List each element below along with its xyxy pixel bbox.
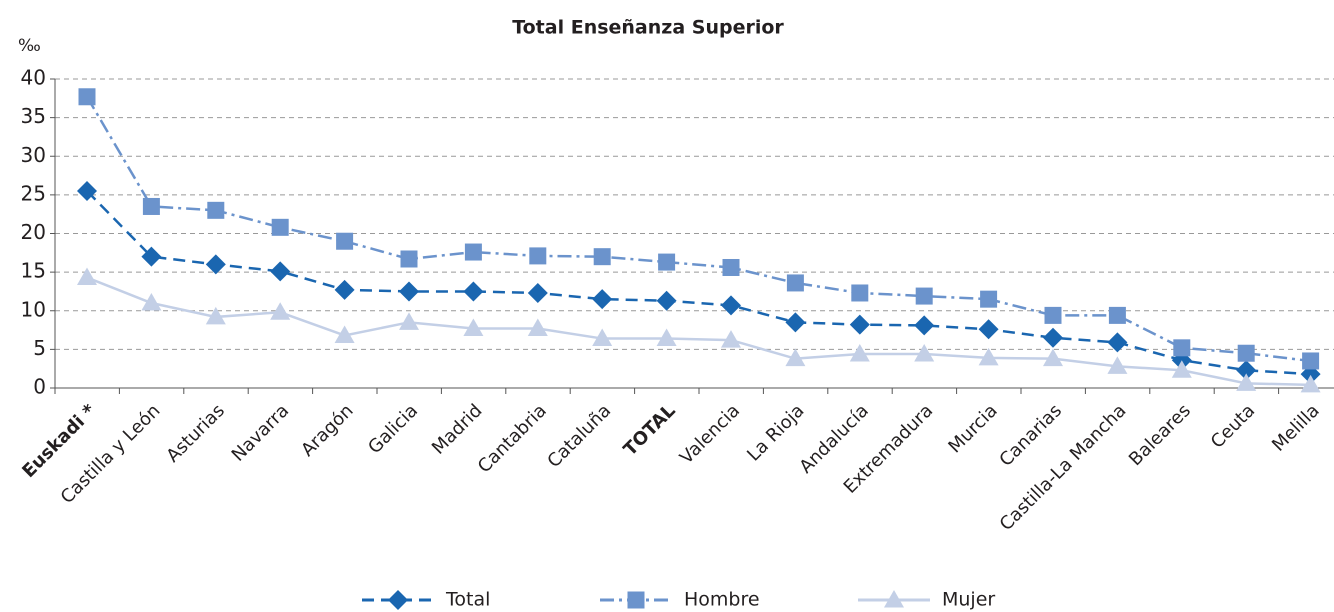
marker	[463, 281, 484, 302]
marker	[978, 319, 999, 340]
marker	[1043, 327, 1063, 348]
x-tick-label: Castilla-La Mancha	[996, 400, 1131, 535]
marker	[399, 281, 419, 302]
marker	[721, 295, 741, 316]
marker	[141, 293, 162, 311]
marker	[915, 287, 933, 305]
marker	[1044, 306, 1062, 324]
y-tick-label: 0	[33, 375, 46, 399]
marker	[658, 253, 676, 271]
marker	[785, 348, 806, 367]
marker	[205, 306, 226, 325]
marker	[980, 290, 998, 308]
marker	[722, 258, 740, 276]
x-tick-label: Murcia	[944, 400, 1001, 457]
legend-label: Hombre	[684, 589, 760, 611]
x-tick-label: Valencia	[676, 400, 744, 468]
marker	[1107, 356, 1128, 374]
series-line	[85, 96, 1311, 363]
x-tick-label: Galicia	[364, 400, 422, 458]
marker	[270, 302, 291, 320]
y-tick-label: 35	[21, 104, 46, 128]
x-tick-label: TOTAL	[620, 400, 680, 460]
marker	[849, 314, 870, 335]
marker	[205, 254, 226, 275]
marker	[593, 248, 611, 266]
y-tick-label: 40	[21, 66, 46, 90]
marker	[1236, 373, 1257, 391]
marker	[399, 312, 419, 330]
marker	[1236, 360, 1257, 381]
marker	[1171, 360, 1192, 378]
marker	[463, 318, 484, 337]
legend-label: Total	[445, 589, 490, 611]
x-tick-label: La Rioja	[743, 400, 808, 465]
marker	[529, 247, 547, 265]
marker	[785, 312, 806, 333]
x-tick-label: Baleares	[1125, 400, 1195, 470]
marker	[884, 590, 904, 608]
x-tick-label: Asturias	[162, 400, 228, 466]
marker	[592, 289, 613, 310]
marker	[78, 88, 96, 106]
marker	[400, 250, 418, 268]
x-tick-label: Cantabria	[474, 400, 551, 477]
marker	[721, 330, 741, 348]
x-tick-label: Melilla	[1268, 400, 1324, 456]
x-tick-label: Navarra	[228, 400, 294, 466]
marker	[1302, 352, 1320, 370]
series-line	[86, 276, 1311, 387]
marker	[334, 325, 355, 343]
legend-label: Mujer	[942, 589, 995, 611]
marker	[336, 232, 354, 250]
marker	[1107, 332, 1128, 353]
y-tick-label: 30	[21, 143, 46, 167]
y-tick-label: 20	[21, 220, 46, 244]
marker	[786, 274, 804, 292]
marker	[627, 591, 645, 609]
y-tick-label: 5	[33, 336, 46, 360]
marker	[849, 344, 870, 362]
x-tick-label: Cataluña	[543, 400, 615, 472]
marker	[77, 181, 97, 202]
marker	[464, 243, 482, 261]
marker	[142, 197, 160, 215]
marker	[656, 328, 677, 347]
marker	[1108, 306, 1126, 324]
marker	[592, 328, 613, 347]
marker	[978, 347, 999, 366]
marker	[1237, 344, 1255, 362]
y-tick-label: 10	[21, 297, 46, 321]
chart-title: Total Enseñanza Superior	[512, 17, 784, 39]
marker	[77, 267, 97, 286]
marker	[656, 290, 677, 311]
marker	[1300, 374, 1321, 393]
y-tick-label: 25	[21, 181, 46, 205]
x-tick-label: Ceuta	[1207, 400, 1259, 452]
marker	[334, 279, 355, 300]
marker	[914, 344, 935, 362]
marker	[207, 201, 225, 219]
marker	[1043, 348, 1063, 367]
marker	[141, 246, 162, 267]
marker	[1173, 339, 1191, 357]
marker	[270, 261, 291, 282]
x-tick-label: Aragón	[297, 400, 358, 461]
marker	[527, 282, 548, 303]
marker	[851, 284, 869, 302]
marker	[271, 218, 289, 236]
marker	[388, 590, 408, 610]
marker	[527, 318, 548, 337]
y-unit: ‰	[18, 36, 41, 56]
marker	[914, 315, 935, 336]
series-line	[86, 190, 1311, 376]
y-tick-label: 15	[21, 259, 46, 283]
x-tick-label: Madrid	[428, 400, 487, 459]
